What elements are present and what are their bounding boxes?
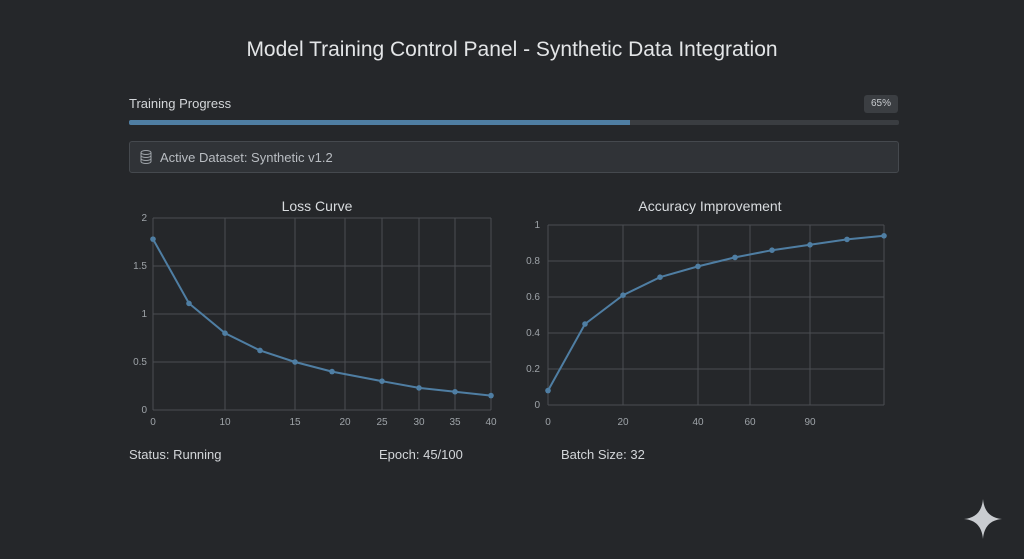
- y-tick-label: 0: [141, 405, 147, 416]
- progress-bar: [129, 120, 899, 125]
- data-point: [695, 263, 701, 270]
- y-tick-label: 1.5: [133, 261, 147, 272]
- x-tick-label: 40: [485, 417, 497, 428]
- data-point: [150, 236, 156, 242]
- data-point: [844, 236, 850, 243]
- x-tick-label: 20: [339, 417, 351, 428]
- y-tick-label: 0.5: [133, 357, 147, 368]
- x-tick-label: 0: [545, 417, 551, 428]
- y-tick-label: 0.6: [526, 292, 540, 303]
- y-tick-label: 1: [534, 220, 540, 231]
- data-point: [807, 242, 813, 248]
- data-point: [732, 254, 738, 261]
- database-icon: [140, 150, 152, 164]
- data-point: [488, 392, 494, 399]
- batch-size-text: Batch Size: 32: [561, 447, 645, 462]
- y-tick-label: 2: [141, 213, 147, 224]
- data-point: [292, 359, 298, 365]
- x-tick-label: 20: [617, 417, 629, 428]
- progress-percent-badge: 65%: [864, 95, 898, 113]
- x-tick-label: 25: [376, 417, 388, 428]
- page-title: Model Training Control Panel - Synthetic…: [246, 38, 778, 61]
- active-dataset-field[interactable]: Active Dataset: Synthetic v1.2: [129, 141, 899, 173]
- active-dataset-label: Active Dataset: Synthetic v1.2: [160, 149, 333, 165]
- y-tick-label: 0: [534, 400, 540, 411]
- data-point: [416, 385, 422, 391]
- series-line: [152, 238, 492, 397]
- x-tick-label: 60: [744, 417, 756, 428]
- data-point: [881, 233, 887, 239]
- data-point: [769, 247, 775, 253]
- status-text: Status: Running: [129, 447, 222, 462]
- sparkle-icon: [964, 499, 1002, 539]
- data-point: [657, 274, 663, 281]
- data-point: [545, 387, 551, 394]
- data-point: [379, 378, 385, 385]
- x-tick-label: 10: [219, 417, 231, 428]
- y-tick-label: 0.8: [526, 256, 540, 267]
- y-tick-label: 1: [141, 309, 147, 320]
- data-point: [257, 347, 263, 354]
- data-point: [620, 292, 626, 299]
- data-point: [582, 321, 588, 327]
- accuracy-chart-title: Accuracy Improvement: [638, 198, 782, 214]
- data-point: [186, 300, 192, 307]
- x-tick-label: 35: [449, 417, 461, 428]
- data-point: [452, 388, 458, 395]
- data-point: [329, 368, 335, 375]
- x-tick-label: 90: [804, 417, 816, 428]
- series-line: [547, 234, 885, 392]
- progress-bar-fill: [129, 120, 630, 125]
- loss-chart-title: Loss Curve: [281, 198, 353, 214]
- x-tick-label: 0: [150, 417, 156, 428]
- y-tick-label: 0.2: [526, 364, 540, 375]
- progress-label: Training Progress: [129, 96, 232, 111]
- x-tick-label: 15: [289, 417, 301, 428]
- x-tick-label: 40: [692, 417, 704, 428]
- data-point: [222, 330, 228, 337]
- y-tick-label: 0.4: [526, 328, 540, 339]
- epoch-text: Epoch: 45/100: [379, 447, 463, 462]
- x-tick-label: 30: [413, 417, 425, 428]
